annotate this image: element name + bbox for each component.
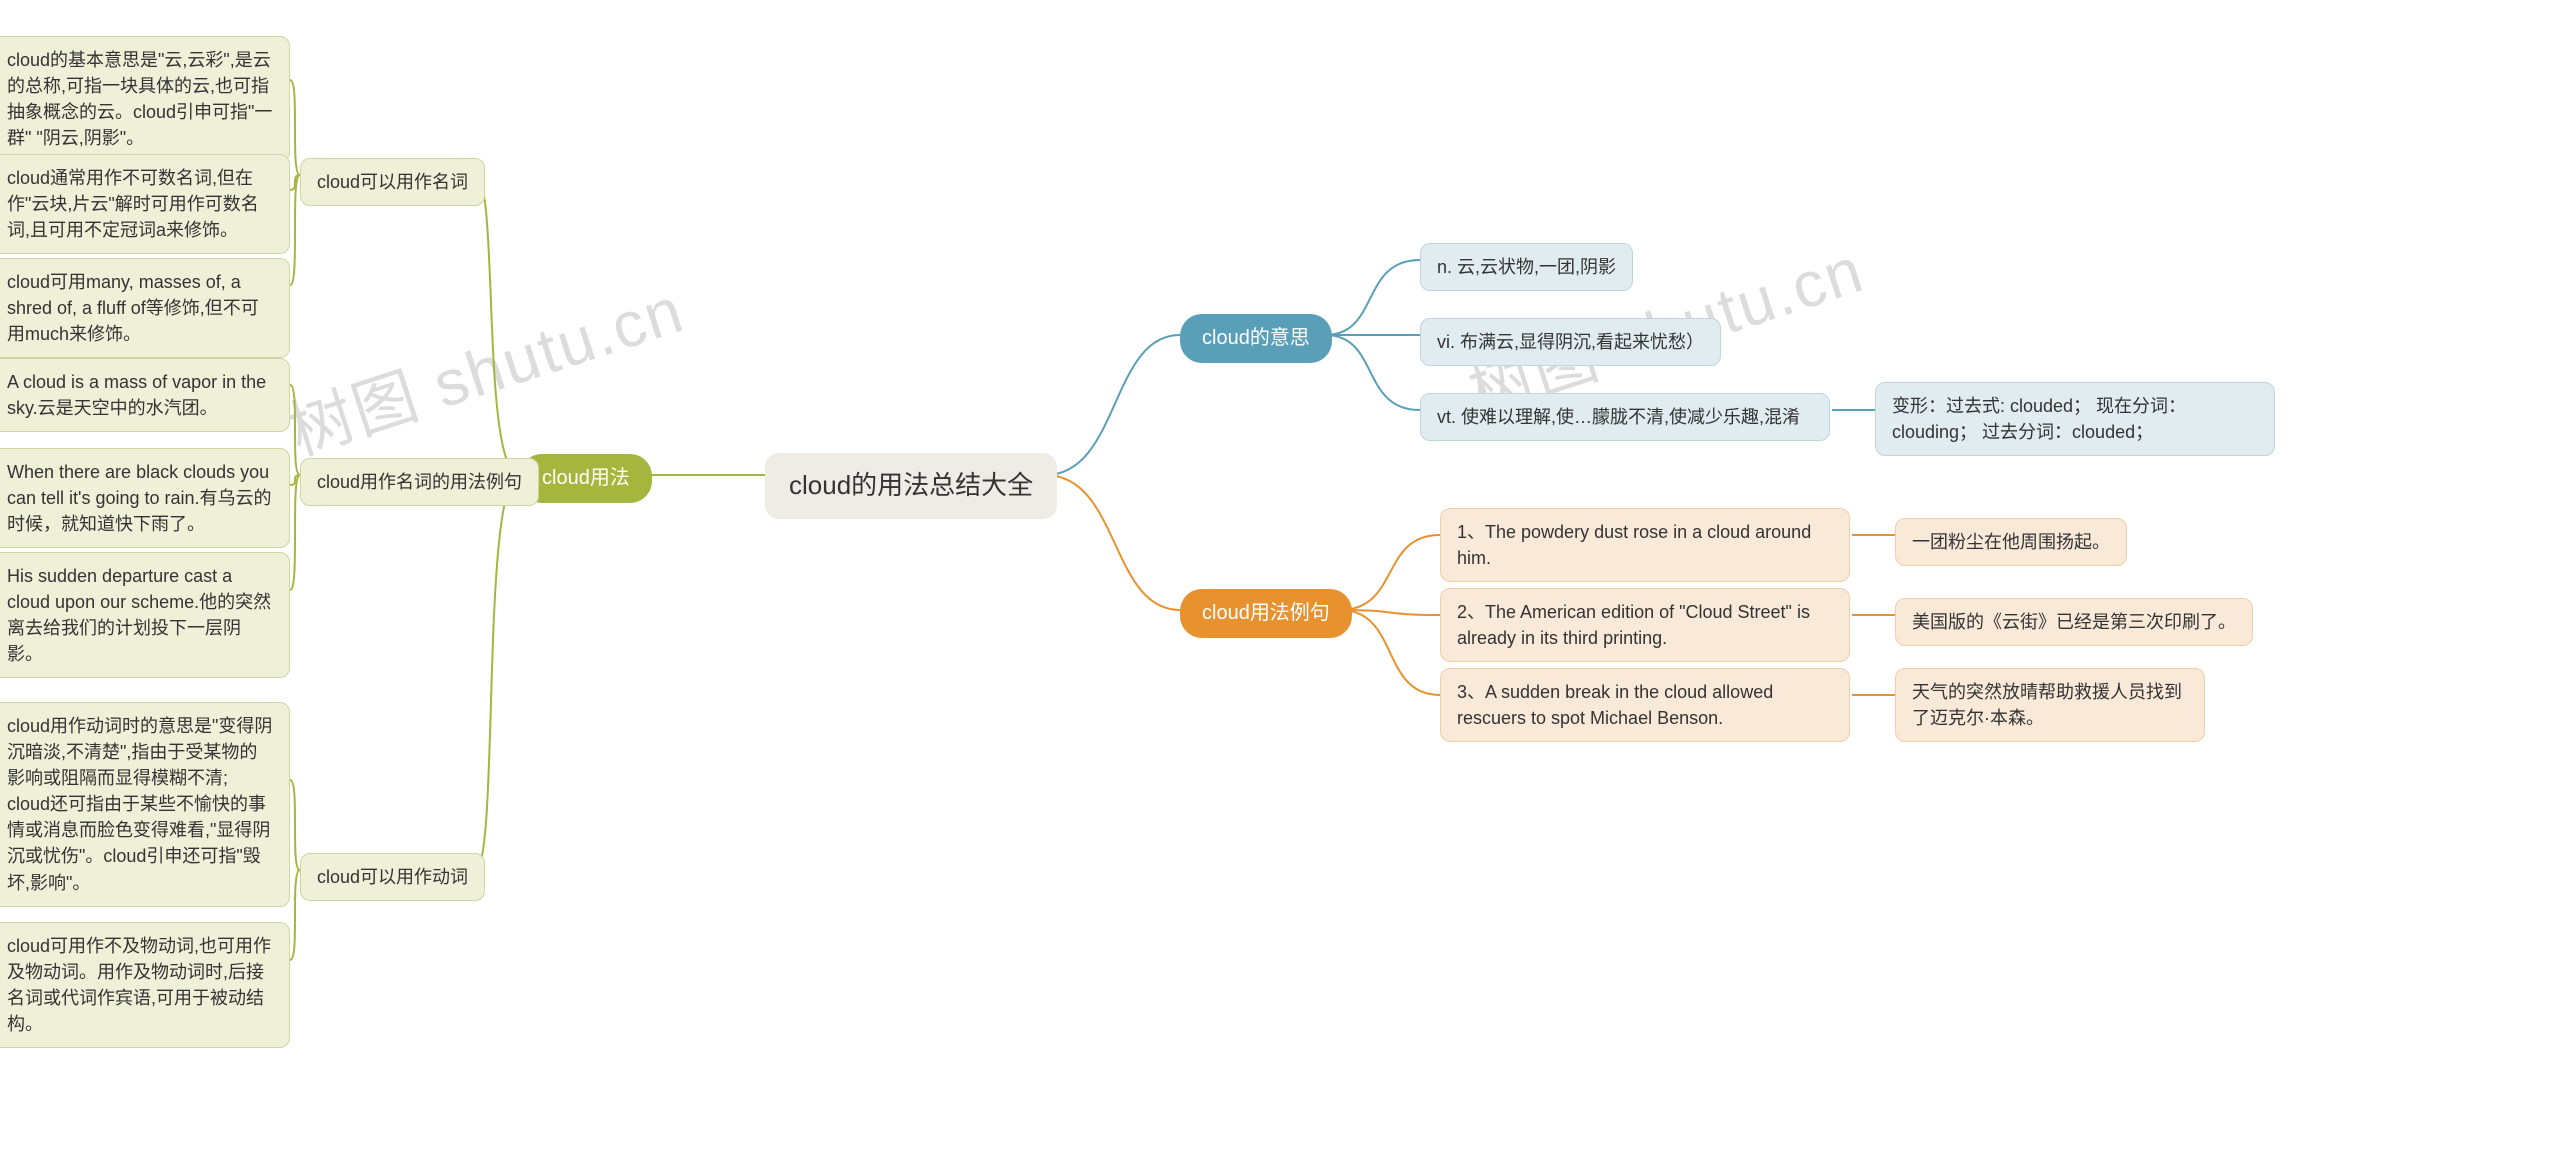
root-node[interactable]: cloud的用法总结大全 [765,453,1057,519]
branch-examples[interactable]: cloud用法例句 [1180,589,1352,638]
leaf-nounex-2: His sudden departure cast a cloud upon o… [0,552,290,678]
leaf-noun-2: cloud可用many, masses of, a shred of, a fl… [0,258,290,358]
leaf-verb-1: cloud可用作不及物动词,也可用作及物动词。用作及物动词时,后接名词或代词作宾… [0,922,290,1048]
watermark: 树图 shutu.cn [276,259,694,473]
leaf-ex-2: 3、A sudden break in the cloud allowed re… [1440,668,1850,742]
leaf-noun-0: cloud的基本意思是"云,云彩",是云的总称,可指一块具体的云,也可指抽象概念… [0,36,290,162]
leaf-noun-1: cloud通常用作不可数名词,但在作"云块,片云"解时可用作可数名词,且可用不定… [0,154,290,254]
leaf-nounex-0: A cloud is a mass of vapor in the sky.云是… [0,358,290,432]
sub-verb[interactable]: cloud可以用作动词 [300,853,485,901]
branch-meaning[interactable]: cloud的意思 [1180,314,1332,363]
leaf-meaning-2: vt. 使难以理解,使…朦胧不清,使减少乐趣,混淆 [1420,393,1830,441]
leaf-meaning-1: vi. 布满云,显得阴沉,看起来忧愁） [1420,318,1721,366]
leaf-ex-1: 2、The American edition of "Cloud Street"… [1440,588,1850,662]
branch-usage[interactable]: cloud用法 [520,454,652,503]
leaf-ex-2-extra: 天气的突然放晴帮助救援人员找到了迈克尔·本森。 [1895,668,2205,742]
leaf-nounex-1: When there are black clouds you can tell… [0,448,290,548]
leaf-meaning-0: n. 云,云状物,一团,阴影 [1420,243,1633,291]
leaf-ex-0: 1、The powdery dust rose in a cloud aroun… [1440,508,1850,582]
leaf-ex-0-extra: 一团粉尘在他周围扬起。 [1895,518,2127,566]
sub-noun-example[interactable]: cloud用作名词的用法例句 [300,458,539,506]
leaf-verb-0: cloud用作动词时的意思是"变得阴沉暗淡,不清楚",指由于受某物的影响或阻隔而… [0,702,290,907]
leaf-ex-1-extra: 美国版的《云街》已经是第三次印刷了。 [1895,598,2253,646]
leaf-meaning-2-extra: 变形：过去式: clouded； 现在分词：clouding； 过去分词：clo… [1875,382,2275,456]
sub-noun[interactable]: cloud可以用作名词 [300,158,485,206]
